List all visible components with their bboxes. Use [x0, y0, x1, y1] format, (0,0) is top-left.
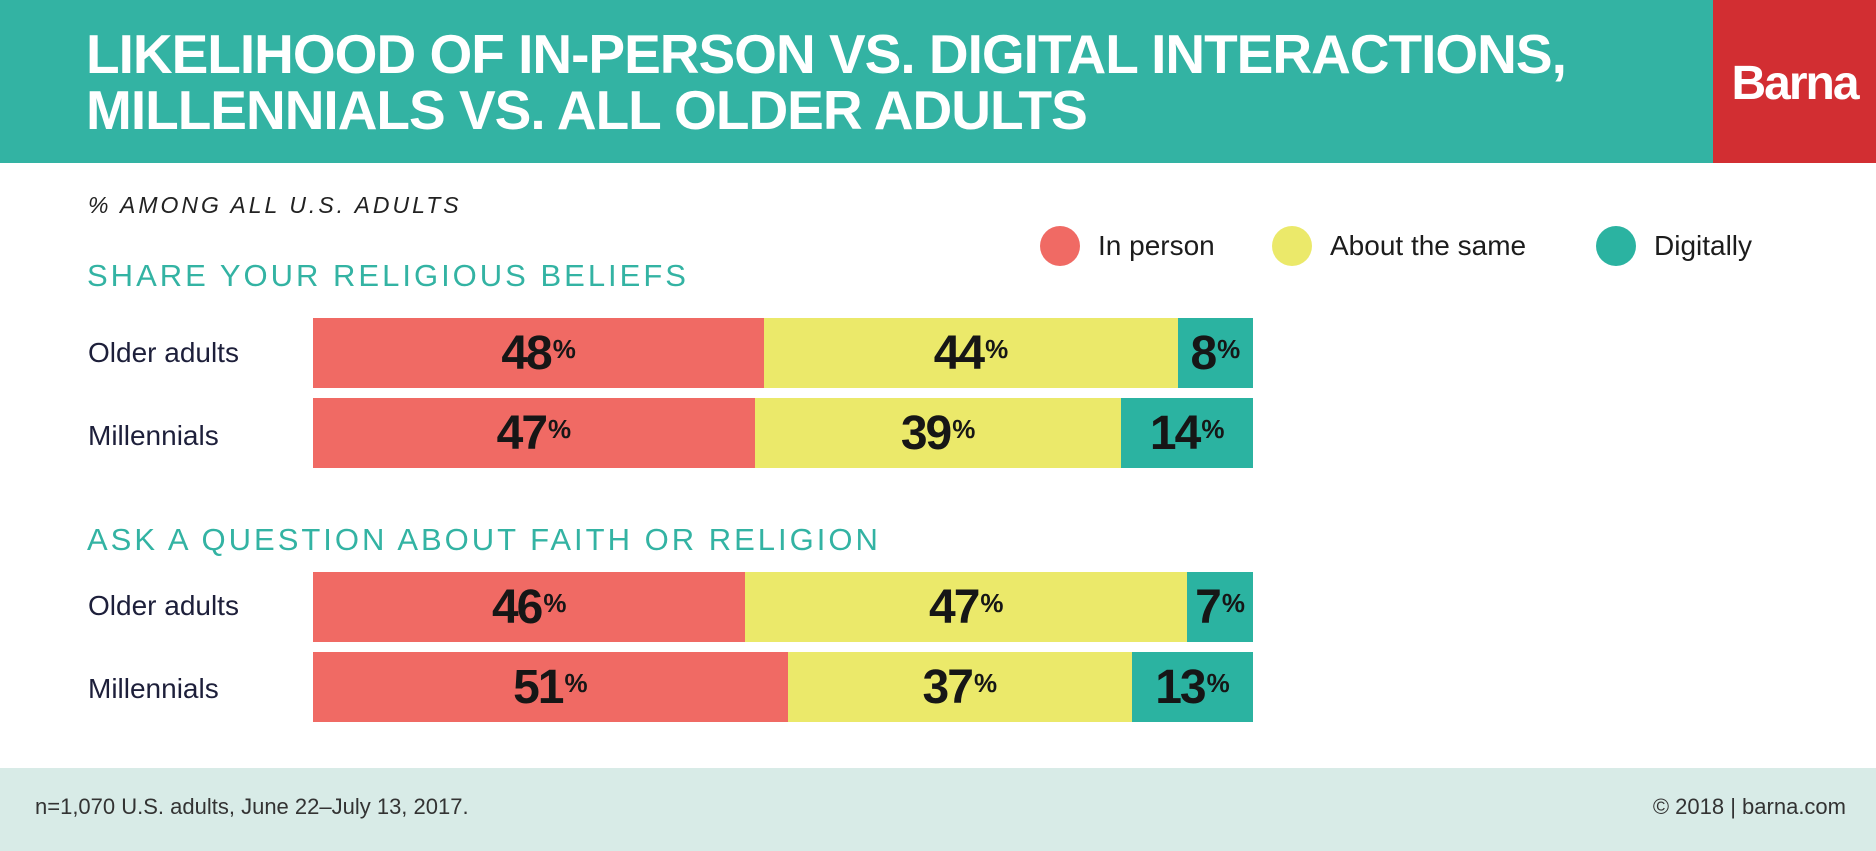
percent-sign: %	[552, 333, 576, 364]
section-title-ask-question: ASK A QUESTION ABOUT FAITH OR RELIGION	[87, 522, 881, 557]
sample-note: n=1,070 U.S. adults, June 22–July 13, 20…	[35, 794, 469, 819]
chart-title: LIKELIHOOD OF IN-PERSON VS. DIGITAL INTE…	[86, 26, 1686, 138]
bar-segment-digitally: 13%	[1131, 652, 1253, 722]
bar-segment-in-person: 46%	[313, 572, 746, 642]
bar-segment-in-person: 48%	[313, 318, 765, 388]
data-label-in-person: 48	[501, 326, 552, 380]
data-label-about-the-same: 47	[929, 580, 980, 634]
data-label-about-the-same: 39	[900, 406, 952, 460]
percent-sign: %	[1201, 413, 1225, 444]
data-label-digitally: 14	[1149, 406, 1201, 460]
legend-swatch-in-person	[1040, 226, 1080, 266]
percent-sign: %	[564, 667, 588, 698]
percent-sign: %	[1206, 667, 1230, 698]
title-line-2: MILLENNIALS VS. ALL OLDER ADULTS	[86, 79, 1088, 141]
percent-sign: %	[952, 413, 976, 444]
chart-subtitle: % AMONG ALL U.S. ADULTS	[88, 192, 462, 218]
row-label-older-adults: Older adults	[88, 337, 239, 368]
header-banner: LIKELIHOOD OF IN-PERSON VS. DIGITAL INTE…	[0, 0, 1713, 163]
bar-segment-digitally: 7%	[1187, 572, 1253, 642]
percent-sign: %	[980, 587, 1004, 618]
percent-sign: %	[543, 587, 567, 618]
percent-sign: %	[548, 413, 572, 444]
data-label-about-the-same: 44	[933, 326, 985, 380]
legend-item-in-person: In person	[1040, 225, 1215, 267]
copyright: © 2018 | barna.com	[1652, 794, 1846, 819]
data-label-in-person: 47	[496, 406, 548, 460]
stacked-bar-row: 51% 37% 13%	[313, 652, 1253, 722]
row-label-older-adults: Older adults	[88, 590, 239, 621]
legend-swatch-digitally	[1596, 226, 1636, 266]
bar-segment-about-the-same: 37%	[787, 652, 1132, 722]
data-label-about-the-same: 37	[922, 660, 974, 714]
data-label-digitally: 8	[1190, 326, 1217, 380]
percent-sign: %	[1217, 333, 1241, 364]
percent-sign: %	[985, 333, 1009, 364]
section-title-share-beliefs: SHARE YOUR RELIGIOUS BELIEFS	[87, 258, 689, 293]
legend-item-about-the-same: About the same	[1272, 225, 1526, 267]
bar-segment-in-person: 51%	[313, 652, 788, 722]
legend-label-digitally: Digitally	[1654, 230, 1753, 261]
bar-segment-digitally: 14%	[1121, 398, 1253, 468]
row-label-millennials: Millennials	[88, 420, 219, 451]
legend-label-in-person: In person	[1098, 230, 1215, 261]
legend-item-digitally: Digitally	[1596, 225, 1752, 267]
legend-label-about-the-same: About the same	[1330, 230, 1527, 261]
data-label-digitally: 13	[1155, 660, 1206, 714]
bar-segment-about-the-same: 47%	[745, 572, 1188, 642]
bar-segment-digitally: 8%	[1177, 318, 1253, 388]
barna-logo: Barna	[1713, 0, 1876, 163]
bar-segment-in-person: 47%	[313, 398, 755, 468]
footer: n=1,070 U.S. adults, June 22–July 13, 20…	[0, 768, 1876, 851]
stacked-bar-row: 46% 47% 7%	[313, 572, 1253, 642]
row-label-millennials: Millennials	[88, 673, 219, 704]
data-label-in-person: 46	[491, 580, 543, 634]
bar-segment-about-the-same: 44%	[764, 318, 1178, 388]
legend-swatch-about-the-same	[1272, 226, 1312, 266]
percent-sign: %	[1221, 587, 1245, 618]
stacked-bar-row: 48% 44% 8%	[313, 318, 1253, 388]
bar-segment-about-the-same: 39%	[754, 398, 1122, 468]
title-line-1: LIKELIHOOD OF IN-PERSON VS. DIGITAL INTE…	[86, 23, 1567, 85]
data-label-digitally: 7	[1195, 580, 1222, 634]
data-label-in-person: 51	[513, 660, 564, 714]
stacked-bar-row: 47% 39% 14%	[313, 398, 1253, 468]
percent-sign: %	[973, 667, 998, 698]
